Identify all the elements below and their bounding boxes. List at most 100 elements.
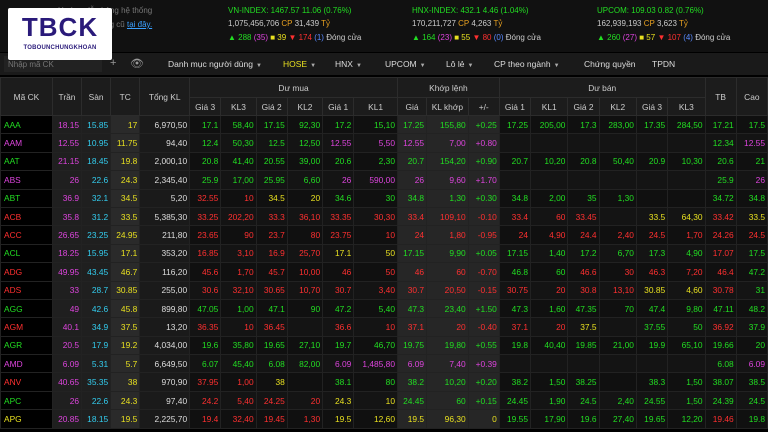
menu-by-industry[interactable]: CP theo ngành ▼ (494, 59, 560, 69)
cell-match-volume: 60 (426, 262, 469, 282)
table-row[interactable]: ANV 40.65 35.35 38 970,90 37.95 1,00 38 38.1 80 38… (0, 372, 768, 392)
cell-bid-price-3: 37.95 (189, 372, 222, 392)
cell-ask-vol-2 (598, 206, 637, 227)
cell-ask-price-2: 19.85 (567, 335, 600, 356)
plus-icon[interactable]: + (110, 57, 117, 69)
table-row[interactable]: AAA 18.15 15.85 17 6,970,50 17.1 58,40 17.15 92,… (0, 114, 768, 135)
col-ask-vol-1[interactable]: KL1 (529, 97, 569, 116)
col-reference[interactable]: TC (110, 77, 141, 116)
cell-ask-price-2: 46.6 (567, 262, 600, 282)
cell-ask-vol-2: 27,40 (598, 409, 637, 429)
cell-bid-price-3: 32.55 (189, 188, 222, 208)
eye-icon[interactable]: 👁 (130, 58, 144, 70)
menu-watchlist[interactable]: Danh mục người dùng ▼ (168, 59, 262, 69)
menu-odd-lot[interactable]: Lô lẻ ▼ (446, 59, 473, 69)
cell-bid-price-1: 36.6 (322, 317, 355, 337)
col-bid-vol-2[interactable]: KL2 (286, 97, 324, 116)
cell-bid-vol-3: 17,00 (220, 170, 257, 190)
col-average[interactable]: TB (704, 77, 737, 116)
table-row[interactable]: APC 26 22.6 24.3 97,40 24.2 5,40 24.25 20 24.3 10 2… (0, 390, 768, 411)
down-arrow-icon: ▼ (472, 33, 481, 42)
menu-label: TPDN (652, 59, 676, 69)
cell-symbol: ABT (0, 188, 53, 208)
cell-reference: 34.5 (110, 188, 141, 208)
ceil-count: (23) (437, 33, 452, 42)
table-row[interactable]: ACL 18.25 15.95 17.1 353,20 16.85 3,10 16.9 25,7… (0, 243, 768, 264)
col-bid-vol-3[interactable]: KL3 (220, 97, 257, 116)
cell-match-volume: 9,90 (426, 243, 469, 264)
table-row[interactable]: ABS 26 22.6 24.3 2,345,40 25.9 17,00 25.95 6,60 2… (0, 170, 768, 190)
chevron-down-icon: ▼ (255, 63, 262, 69)
table-row[interactable]: ACB 35.8 31.2 33.5 5,385,30 33.25 202,20 33.3 36… (0, 206, 768, 227)
col-ask-vol-2[interactable]: KL2 (598, 97, 637, 116)
col-ask-price-2[interactable]: Giá 2 (567, 97, 600, 116)
cell-average: 17.07 (704, 243, 737, 264)
col-ask-price-1[interactable]: Giá 1 (498, 97, 531, 116)
table-row[interactable]: AAT 21.15 18.45 19.8 2,000,10 20.8 41,40 20.55 3… (0, 151, 768, 172)
cell-bid-price-2: 36.45 (255, 317, 288, 337)
menu-label: Lô lẻ (446, 59, 465, 69)
index-vnindex[interactable]: VN-INDEX: 1467.57 11.06 (0.76%) 1,075,45… (228, 6, 388, 42)
search-input[interactable] (4, 56, 102, 72)
cell-match-price: 46 (396, 262, 428, 282)
col-change[interactable]: +/- (467, 97, 500, 116)
table-row[interactable]: ACC 26.65 23.25 24.95 211,80 23.65 90 23.7 80 23.… (0, 225, 768, 245)
cell-floor: 10.95 (81, 133, 112, 153)
cell-average: 25.9 (704, 170, 737, 190)
menu-corporate-bonds[interactable]: TPDN (652, 59, 675, 69)
cell-ask-price-3: 17.35 (635, 114, 669, 135)
cell-bid-vol-2: 20 (286, 188, 324, 208)
cell-ask-vol-1: 40,40 (529, 335, 569, 356)
old-board-link[interactable]: tại đây. (126, 20, 153, 29)
col-bid-price-3[interactable]: Giá 3 (189, 97, 222, 116)
cell-bid-price-3: 25.9 (189, 170, 222, 190)
table-row[interactable]: ABT 36.9 32.1 34.5 5,20 32.55 10 34.5 20 34.6 30 34… (0, 188, 768, 208)
cell-ask-vol-1 (529, 133, 569, 153)
menu-warrants[interactable]: Chứng quyền (584, 59, 636, 69)
down-count: 174 (298, 33, 312, 42)
col-match-price[interactable]: Giá (396, 97, 428, 116)
table-row[interactable]: AGM 40.1 34.9 37.5 13,20 36.35 10 36.45 36.6 10 37… (0, 317, 768, 337)
table-row[interactable]: APG 20.85 18.15 19.5 2,225,70 19.4 32,40 19.45 1… (0, 409, 768, 429)
cell-ask-price-2: 47.35 (567, 298, 600, 319)
col-match-volume[interactable]: KL khớp (426, 97, 469, 116)
table-row[interactable]: AAM 12.55 10.95 11.75 94,40 12.4 50,30 12.5 12,5… (0, 133, 768, 153)
cell-ask-price-2 (567, 170, 600, 190)
cell-high: 24.5 (735, 225, 768, 245)
table-row[interactable]: ADG 49.95 43.45 46.7 116,20 45.6 1,70 45.7 10,00… (0, 262, 768, 282)
col-bid-price-2[interactable]: Giá 2 (255, 97, 288, 116)
col-bid-vol-1[interactable]: KL1 (353, 97, 398, 116)
menu-hose[interactable]: HOSE ▼ (283, 59, 316, 69)
cell-total-volume: 4,034,00 (139, 335, 191, 356)
cell-bid-vol-3: 90 (220, 225, 257, 245)
col-ceiling[interactable]: Trần (51, 77, 83, 116)
table-row[interactable]: AMD 6.09 5.31 5.7 6,649,50 6.07 45,40 6.08 82,00… (0, 354, 768, 374)
cp-label: CP (643, 19, 655, 28)
logo-text: TBCK (21, 12, 99, 42)
index-hnxindex[interactable]: HNX-INDEX: 432.1 4.46 (1.04%) 170,211,72… (412, 6, 572, 42)
index-volume: 170,211,727 (412, 19, 456, 28)
menu-hnx[interactable]: HNX ▼ (335, 59, 362, 69)
cell-average: 46.4 (704, 262, 737, 282)
index-value: 31,439 (294, 19, 320, 28)
col-ask-vol-3[interactable]: KL3 (667, 97, 706, 116)
col-floor[interactable]: Sàn (81, 77, 112, 116)
table-row[interactable]: AGG 49 42.6 45.8 899,80 47.05 1,00 47.1 90 47.2 5,… (0, 298, 768, 319)
menu-upcom[interactable]: UPCOM ▼ (385, 59, 426, 69)
cell-ceiling: 40.1 (51, 317, 83, 337)
col-high[interactable]: Cao (735, 77, 768, 116)
index-upcom[interactable]: UPCOM: 109.03 0.82 (0.76%) 162,939,193 C… (597, 6, 757, 42)
cell-bid-vol-2 (286, 317, 324, 337)
cell-bid-vol-1: 5,50 (353, 133, 398, 153)
group-bid: Dư mua (189, 77, 398, 98)
col-total-volume[interactable]: Tổng KL (139, 77, 191, 116)
col-symbol[interactable]: Mã CK (0, 77, 53, 116)
col-bid-price-1[interactable]: Giá 1 (322, 97, 355, 116)
cell-total-volume: 94,40 (139, 133, 191, 153)
col-ask-price-3[interactable]: Giá 3 (635, 97, 669, 116)
unit-label: Tỷ (493, 19, 503, 28)
cell-bid-vol-1: 15,10 (353, 114, 398, 135)
table-row[interactable]: ADS 33 28.7 30.85 255,00 30.6 32,10 30.65 10,70 3… (0, 280, 768, 300)
table-row[interactable]: AGR 20.5 17.9 19.2 4,034,00 19.6 35,80 19.65 27,… (0, 335, 768, 356)
cell-ask-vol-1 (529, 170, 569, 190)
